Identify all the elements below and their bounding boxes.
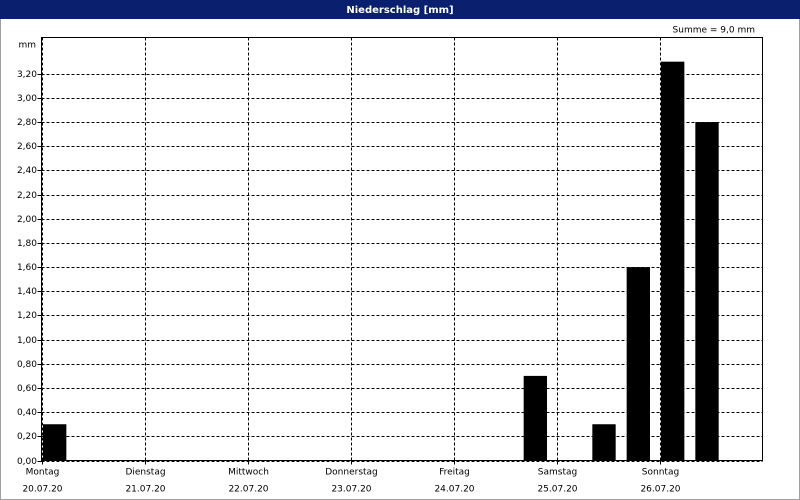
bar xyxy=(43,424,67,461)
x-tick-date: 26.07.20 xyxy=(640,485,680,495)
y-tick-label: 0,80 xyxy=(17,360,37,370)
y-tick-label: 2,60 xyxy=(17,142,37,152)
y-tick-label: 0,00 xyxy=(17,457,37,467)
y-tick-label: 3,20 xyxy=(17,70,37,80)
y-tick-label: 1,20 xyxy=(17,311,37,321)
x-tick-date: 23.07.20 xyxy=(331,485,371,495)
x-tick-date: 22.07.20 xyxy=(228,485,268,495)
x-tick-label: Sonntag xyxy=(642,468,679,478)
bar xyxy=(661,61,685,461)
x-tick-label: Dienstag xyxy=(125,468,165,478)
title-bar xyxy=(0,0,800,19)
x-tick-date: 20.07.20 xyxy=(22,485,62,495)
x-tick-label: Mittwoch xyxy=(228,468,269,478)
annotation: Summe = 9,0 mm xyxy=(673,26,755,36)
y-tick-label: 0,20 xyxy=(17,432,37,442)
y-tick-label: 1,80 xyxy=(17,239,37,249)
x-tick-label: Donnerstag xyxy=(325,468,378,478)
y-tick-label: 0,40 xyxy=(17,408,37,418)
bar xyxy=(695,122,719,461)
x-tick-label: Samstag xyxy=(538,468,577,478)
y-tick-label: 1,40 xyxy=(17,287,37,297)
y-tick-label: 3,00 xyxy=(17,94,37,104)
y-tick-label: 2,00 xyxy=(17,215,37,225)
bar xyxy=(523,375,548,461)
plot-frame xyxy=(41,37,763,461)
y-tick-label: 2,80 xyxy=(17,118,37,128)
y-tick-label: 0,60 xyxy=(17,384,37,394)
x-tick-label: Montag xyxy=(26,468,60,478)
y-tick-label: 2,40 xyxy=(17,166,37,176)
bar xyxy=(592,424,616,461)
y-tick-label: 1,00 xyxy=(17,336,37,346)
x-tick-label: Freitag xyxy=(439,468,470,478)
y-axis-label: mm xyxy=(18,41,36,51)
x-tick-date: 24.07.20 xyxy=(434,485,474,495)
chart-title: Niederschlag [mm] xyxy=(346,5,453,16)
x-tick-date: 21.07.20 xyxy=(125,485,165,495)
y-tick-label: 1,60 xyxy=(17,263,37,273)
x-tick-date: 25.07.20 xyxy=(537,485,577,495)
y-tick-label: 2,20 xyxy=(17,191,37,201)
bar xyxy=(626,267,651,461)
